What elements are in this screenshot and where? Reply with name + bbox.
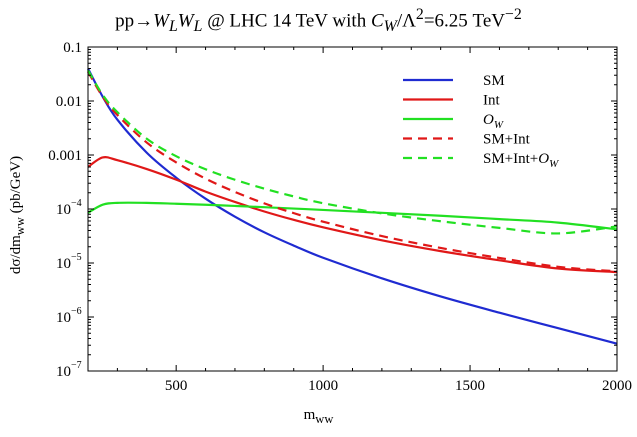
x-tick-label: 500: [165, 378, 188, 394]
y-tick-exponent: −7: [71, 360, 82, 371]
y-tick-label: 10: [56, 256, 71, 272]
y-tick-label: 0.001: [48, 148, 82, 164]
series-line-2: [87, 156, 618, 274]
x-tick-label: 1000: [308, 378, 338, 394]
legend-label-2: Int: [483, 93, 500, 109]
y-tick-label: 10: [56, 202, 71, 218]
legend-label-3: OW: [483, 112, 504, 131]
series-layer: [87, 67, 618, 345]
legend-label-4: SM+Int: [483, 132, 531, 148]
x-tick-label: 1500: [455, 378, 485, 394]
series-line-3: [87, 201, 618, 231]
y-tick-label: 10: [56, 364, 71, 380]
y-tick-exponent: −4: [71, 198, 82, 209]
series-line-1: [87, 67, 618, 345]
x-tick-label: 2000: [602, 378, 632, 394]
y-tick-label: 0.01: [56, 94, 82, 110]
y-tick-exponent: −6: [71, 306, 82, 317]
y-tick-label: 0.1: [63, 40, 82, 56]
y-tick-exponent: −5: [71, 252, 82, 263]
chart-title: pp→WLWL @ LHC 14 TeV with CW/Λ2=6.25 TeV…: [115, 6, 522, 36]
y-tick-label: 10: [56, 310, 71, 326]
legend-label-5: SM+Int+OW: [483, 151, 559, 170]
x-axis-label: mww: [303, 407, 334, 426]
legend-label-1: SM: [483, 73, 505, 89]
series-line-4: [87, 71, 618, 273]
series-line-5: [87, 69, 618, 235]
